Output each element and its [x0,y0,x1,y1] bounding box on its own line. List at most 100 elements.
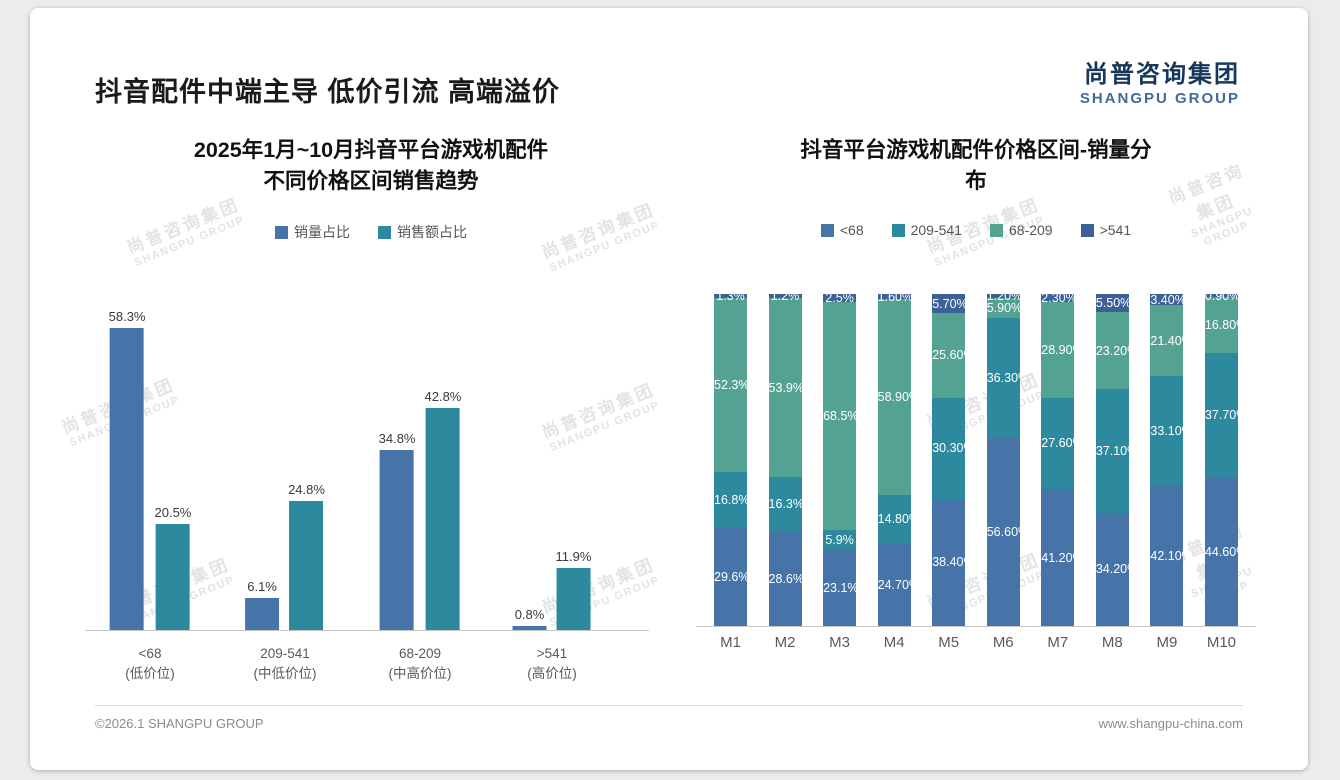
left-chart-section: 2025年1月~10月抖音平台游戏机配件 不同价格区间销售趋势 销量占比 销售额… [85,135,657,681]
legend-label-revenue: 销售额占比 [397,224,467,241]
stacked-bar-M5: 38.40% 30.30% 25.60% 5.70% M5 [932,294,966,651]
bar-销量占比 [512,625,547,631]
bar-value-label: 0.8% [514,606,545,622]
left-plot: 58.3% 20.5% <68 (低价位) 6.1% 24.8% 209-541 (中低价位)… [85,298,657,681]
month-label: M5 [938,634,960,652]
stacked-bar-M9: 42.10% 33.10% 21.40% 3.40% M9 [1150,293,1184,651]
segment-value-label: 16.3% [768,497,802,512]
bar-segment-209-541: 33.10% [1150,376,1184,487]
segment-value-label: 2.5% [825,291,854,306]
segment-value-label: 21.40% [1150,333,1183,348]
stacked-bar-M7: 41.20% 27.60% 28.90% 2.30% M7 [1041,290,1075,651]
page-title: 抖音配件中端主导 低价引流 高端溢价 [95,77,561,107]
segment-value-label: 29.6% [714,569,747,584]
bar-segment-68-209: 21.40% [1150,305,1184,377]
segment-value-label: 14.80% [877,512,911,527]
bar-group: 6.1% 24.8% [245,298,325,631]
bar-column: 42.8% [425,389,461,631]
bar-segment-<68: 42.10% [1150,486,1184,627]
legend-swatch-gt541 [1080,223,1094,237]
segment-value-label: 36.30% [986,370,1020,385]
footer-copyright: ©2026.1 SHANGPU GROUP [95,716,264,731]
segment-value-label: 2.30% [1041,290,1075,305]
legend-item-68-209: 68-209 [990,222,1053,238]
bar-segment-68-209: 52.3% [714,298,747,472]
stacked-bar-M4: 24.70% 14.80% 58.90% 1.60% M4 [877,290,911,651]
bar-value-label: 11.9% [555,549,592,565]
month-label: M8 [1101,634,1123,652]
legend-item-gt541: >541 [1080,222,1132,239]
bar-segment-68-209: 5.90% [986,298,1020,318]
bar-segment-<68: 24.70% [877,544,911,627]
bar-segment-209-541: 16.3% [768,476,802,532]
month-label: M6 [992,634,1014,652]
segment-value-label: 68.5% [823,409,857,424]
segment-value-label: 1.20% [986,289,1020,304]
footer-website: www.shangpu-china.com [1098,716,1243,731]
segment-value-label: 1.60% [877,289,911,304]
legend-swatch-lt68 [820,223,834,237]
bar-segment-<68: 41.20% [1041,489,1075,627]
bar-segment-<68: 38.40% [932,498,966,627]
bar-segment-68-209: 58.90% [877,299,911,495]
bar-group: 58.3% 20.5% [109,298,192,631]
segment-value-label: 27.60% [1041,436,1074,451]
bar-销售额占比 [155,523,190,631]
segment-value-label: 30.30% [932,441,965,456]
month-label: M1 [720,634,741,652]
segment-value-label: 16.80% [1204,317,1238,332]
category-label-tier: (中高价位) [388,666,452,682]
segment-value-label: 25.60% [932,348,965,363]
segment-value-label: 23.20% [1095,343,1129,358]
category-label-range: <68 [138,646,162,662]
segment-value-label: 5.70% [932,296,966,311]
right-x-axis [696,626,1256,628]
left-chart-title: 2025年1月~10月抖音平台游戏机配件 不同价格区间销售趋势 [85,135,657,196]
bar-segment->541: 1.20% [986,289,1020,303]
bar-segment-68-209: 16.80% [1204,297,1238,353]
segment-value-label: 37.10% [1095,443,1129,458]
category-label: <68 (低价位) [85,644,215,685]
segment-value-label: 37.70% [1204,408,1238,423]
stacked-bar-M1: 29.6% 16.8% 52.3% 1.3% M1 [714,289,747,651]
legend-label-68-209: 68-209 [1009,222,1053,239]
bar-value-label: 6.1% [247,579,277,595]
segment-value-label: 5.50% [1095,296,1129,311]
segment-value-label: 34.20% [1095,562,1129,577]
bar-segment-209-541: 37.70% [1204,352,1238,478]
month-label: M7 [1047,634,1069,652]
bar-group: 0.8% 11.9% [512,298,592,631]
category-label: >541 (高价位) [487,644,617,685]
category-label-tier: (低价位) [125,666,175,682]
legend-label-gt541: >541 [1099,222,1132,239]
legend-swatch-209-541 [891,223,905,237]
footer-divider [95,705,1243,706]
bar-销量占比 [380,449,415,631]
bar-segment-68-209: 25.60% [932,312,966,398]
bar-value-label: 20.5% [154,504,192,520]
segment-value-label: 53.9% [768,380,802,395]
right-chart-title-line1: 抖音平台游戏机配件价格区间-销量分 [800,138,1152,162]
bar-segment-209-541: 14.80% [877,494,911,545]
bar-segment-209-541: 5.9% [823,529,857,550]
bar-segment-209-541: 36.30% [986,317,1020,439]
stacked-bar-M6: 56.60% 36.30% 5.90%1.20% M6 [986,289,1020,651]
bar-segment-<68: 23.1% [823,549,857,627]
category-label-range: 68-209 [398,646,442,662]
bar-value-label: 34.8% [378,430,416,446]
bar-segment->541: 5.50% [1095,294,1129,313]
segment-value-label: 0.90% [1204,288,1238,303]
month-label: M4 [883,634,905,652]
bar-column: 34.8% [379,431,416,631]
right-chart-legend: <68 209-541 68-209 >541 [702,222,1250,238]
legend-item-revenue: 销售额占比 [378,222,467,242]
bar-segment->541: 5.70% [932,294,966,313]
category-label-range: 209-541 [260,646,310,662]
bar-销售额占比 [556,568,591,631]
category-label-range: >541 [536,646,568,662]
segment-value-label: 16.8% [714,492,747,507]
segment-value-label: 28.6% [768,571,802,586]
bar-column: 11.9% [555,549,592,631]
segment-value-label: 1.3% [716,289,745,304]
right-chart-title: 抖音平台游戏机配件价格区间-销量分 布 [702,135,1250,196]
